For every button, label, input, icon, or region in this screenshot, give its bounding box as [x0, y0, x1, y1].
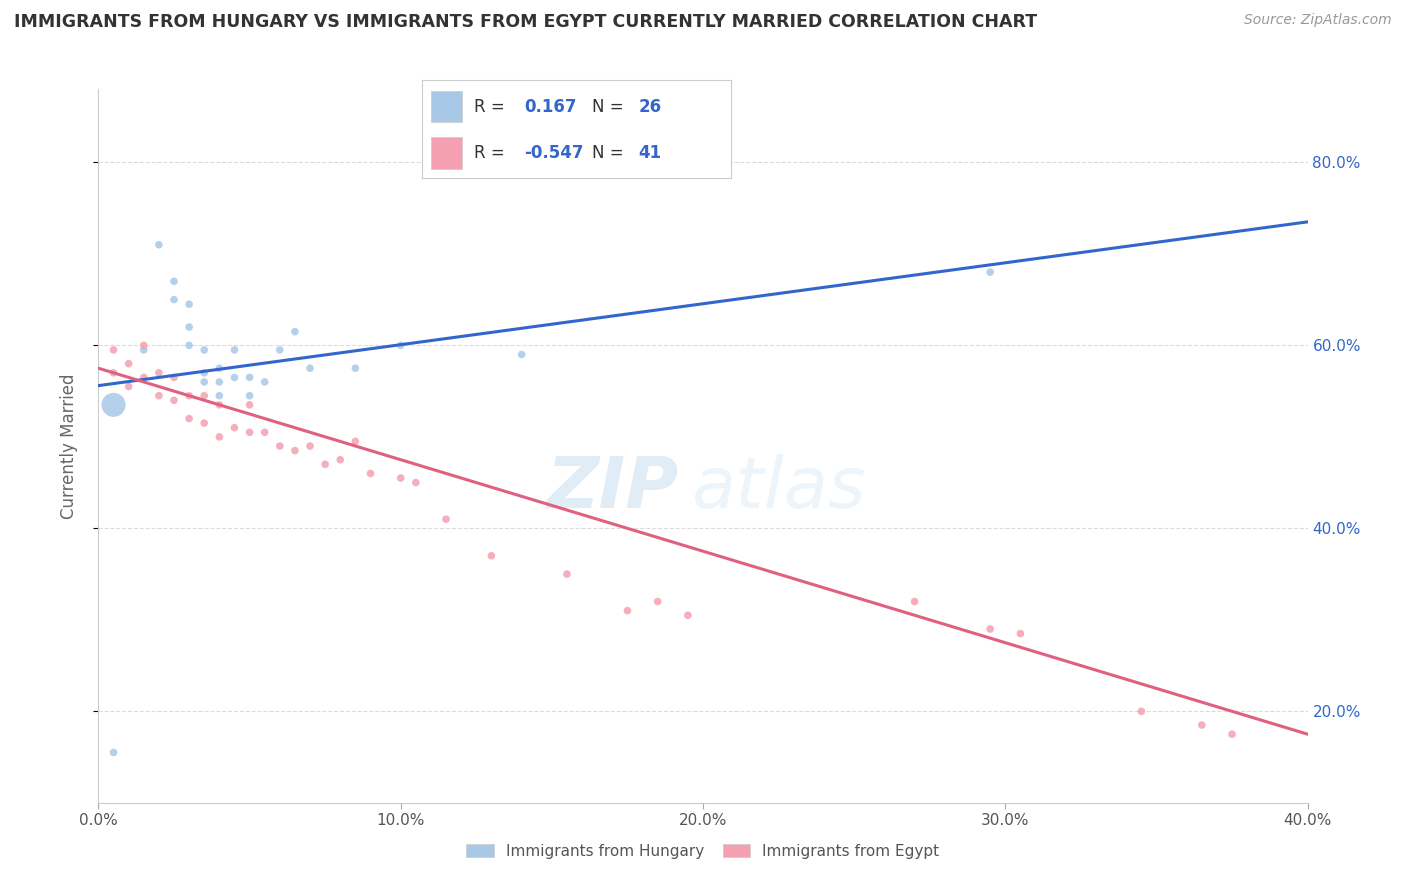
Point	[132, 338, 155, 352]
Point	[239, 398, 262, 412]
Point	[179, 320, 201, 334]
Point	[103, 343, 125, 357]
FancyBboxPatch shape	[432, 137, 463, 169]
Point	[253, 425, 276, 440]
Point	[179, 389, 201, 403]
Point	[360, 467, 382, 481]
Point	[1220, 727, 1243, 741]
Point	[284, 325, 307, 339]
Point	[239, 389, 262, 403]
Point	[208, 361, 231, 376]
Point	[389, 471, 412, 485]
Point	[193, 416, 215, 430]
Point	[299, 439, 322, 453]
Point	[329, 452, 352, 467]
Point	[284, 443, 307, 458]
Point	[979, 622, 1001, 636]
Point	[179, 411, 201, 425]
Point	[193, 343, 215, 357]
Point	[148, 237, 170, 252]
Point	[239, 370, 262, 384]
Point	[179, 338, 201, 352]
Point	[1010, 626, 1032, 640]
Point	[1191, 718, 1213, 732]
Point	[193, 366, 215, 380]
Text: 41: 41	[638, 144, 661, 161]
Point	[979, 265, 1001, 279]
Point	[163, 274, 186, 288]
Point	[179, 297, 201, 311]
Point	[103, 746, 125, 760]
Point	[344, 434, 367, 449]
Text: atlas: atlas	[690, 454, 866, 524]
Point	[193, 375, 215, 389]
Point	[405, 475, 427, 490]
Point	[132, 370, 155, 384]
Point	[208, 430, 231, 444]
Point	[103, 366, 125, 380]
Text: 0.167: 0.167	[524, 98, 576, 116]
Point	[239, 425, 262, 440]
Point	[224, 370, 246, 384]
Point	[132, 343, 155, 357]
Point	[224, 343, 246, 357]
Text: N =: N =	[592, 98, 623, 116]
Point	[510, 347, 533, 361]
Point	[616, 604, 638, 618]
Point	[163, 393, 186, 408]
Point	[208, 389, 231, 403]
Point	[163, 293, 186, 307]
Point	[103, 398, 125, 412]
Point	[676, 608, 699, 623]
Point	[344, 361, 367, 376]
Point	[208, 375, 231, 389]
Point	[208, 398, 231, 412]
Text: Source: ZipAtlas.com: Source: ZipAtlas.com	[1244, 13, 1392, 28]
Legend: Immigrants from Hungary, Immigrants from Egypt: Immigrants from Hungary, Immigrants from…	[458, 836, 948, 866]
Point	[481, 549, 503, 563]
Point	[253, 375, 276, 389]
Point	[269, 439, 291, 453]
Point	[389, 338, 412, 352]
Text: IMMIGRANTS FROM HUNGARY VS IMMIGRANTS FROM EGYPT CURRENTLY MARRIED CORRELATION C: IMMIGRANTS FROM HUNGARY VS IMMIGRANTS FR…	[14, 13, 1038, 31]
Point	[148, 389, 170, 403]
Point	[314, 458, 336, 472]
Point	[163, 370, 186, 384]
Text: R =: R =	[474, 144, 505, 161]
Point	[1130, 704, 1153, 718]
Point	[434, 512, 457, 526]
Point	[647, 594, 669, 608]
Point	[118, 379, 141, 393]
Point	[269, 343, 291, 357]
Text: 26: 26	[638, 98, 661, 116]
Point	[904, 594, 927, 608]
Y-axis label: Currently Married: Currently Married	[59, 373, 77, 519]
FancyBboxPatch shape	[432, 91, 463, 122]
Text: -0.547: -0.547	[524, 144, 583, 161]
Point	[148, 366, 170, 380]
Point	[118, 357, 141, 371]
Text: N =: N =	[592, 144, 623, 161]
Point	[193, 389, 215, 403]
Text: R =: R =	[474, 98, 505, 116]
Text: ZIP: ZIP	[547, 454, 679, 524]
Point	[299, 361, 322, 376]
Point	[224, 420, 246, 434]
Point	[555, 567, 578, 582]
